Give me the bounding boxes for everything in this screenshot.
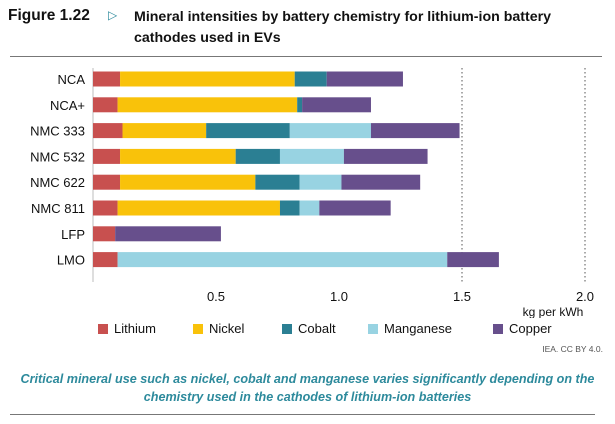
figure-number: Figure 1.22: [8, 7, 90, 24]
bar-segment-lithium: [93, 148, 121, 164]
source-credit: IEA. CC BY 4.0.: [542, 344, 603, 354]
bar-segment-lithium: [93, 252, 118, 268]
bar-segment-cobalt: [279, 200, 300, 216]
x-tick-label: 0.5: [207, 289, 225, 304]
legend-item-nickel: Nickel: [193, 321, 244, 336]
bar-segment-lithium: [93, 226, 116, 242]
legend-item-cobalt: Cobalt: [282, 321, 336, 336]
chart-legend: Lithium Nickel Cobalt Manganese Copper: [0, 321, 615, 341]
bar-segment-lithium: [93, 123, 123, 139]
bar-segment-copper: [447, 252, 499, 268]
category-label: LFP: [61, 227, 85, 242]
bar-segment-manganese: [289, 123, 371, 139]
legend-item-manganese: Manganese: [368, 321, 452, 336]
bar-segment-nickel: [120, 71, 295, 87]
legend-item-lithium: Lithium: [98, 321, 156, 336]
top-rule: [10, 56, 602, 57]
category-label: NMC 622: [30, 175, 85, 190]
figure-title: Mineral intensities by battery chemistry…: [134, 9, 552, 46]
bar-segment-manganese: [117, 252, 448, 268]
bar-segment-manganese: [279, 148, 344, 164]
legend-label: Copper: [509, 321, 552, 336]
bar-segment-cobalt: [235, 148, 280, 164]
bar-segment-cobalt: [255, 174, 300, 190]
bar-segment-manganese: [299, 174, 342, 190]
x-axis-label: kg per kWh: [523, 305, 584, 318]
bar-segment-copper: [115, 226, 221, 242]
legend-label: Manganese: [384, 321, 452, 336]
legend-item-copper: Copper: [493, 321, 552, 336]
legend-swatch: [368, 323, 378, 334]
bar-segment-nickel: [117, 97, 298, 113]
category-label: NMC 333: [30, 124, 85, 139]
bar-segment-cobalt: [294, 71, 327, 87]
bar-segment-copper: [370, 123, 460, 139]
bar-segment-manganese: [299, 200, 320, 216]
bar-segment-cobalt: [297, 97, 303, 113]
category-label: NMC 811: [31, 201, 85, 216]
legend-label: Nickel: [209, 321, 245, 336]
play-outline-icon: ▷: [108, 8, 118, 22]
legend-label: Cobalt: [298, 321, 336, 336]
x-tick-label: 1.5: [453, 289, 471, 304]
bottom-rule: [10, 414, 595, 415]
legend-swatch: [493, 323, 503, 334]
bar-segment-copper: [319, 200, 391, 216]
legend-swatch: [193, 323, 203, 334]
bar-segment-lithium: [93, 71, 121, 87]
bar-segment-copper: [343, 148, 428, 164]
x-tick-label: 2.0: [576, 289, 594, 304]
bar-segment-cobalt: [206, 123, 290, 139]
bar-segment-nickel: [117, 200, 280, 216]
x-tick-label: 1.0: [330, 289, 348, 304]
legend-swatch: [282, 323, 292, 334]
legend-swatch: [98, 323, 108, 334]
category-label: NMC 532: [30, 149, 85, 164]
bar-segment-copper: [302, 97, 371, 113]
category-label: LMO: [57, 253, 85, 268]
bar-segment-lithium: [93, 97, 118, 113]
bar-segment-copper: [341, 174, 421, 190]
bar-segment-copper: [326, 71, 403, 87]
figure-caption: Critical mineral use such as nickel, cob…: [20, 372, 595, 404]
bar-segment-lithium: [93, 200, 118, 216]
category-label: NCA: [58, 72, 86, 87]
bar-chart: NCA NCA+ NMC 333 NMC 532 NMC 622 NMC 811 LFP LM…: [30, 68, 594, 318]
bar-segment-lithium: [93, 174, 121, 190]
bar-segment-nickel: [120, 174, 256, 190]
legend-label: Lithium: [114, 321, 156, 336]
bar-segment-nickel: [120, 148, 236, 164]
bar-segment-nickel: [122, 123, 207, 139]
category-label: NCA+: [50, 98, 85, 113]
